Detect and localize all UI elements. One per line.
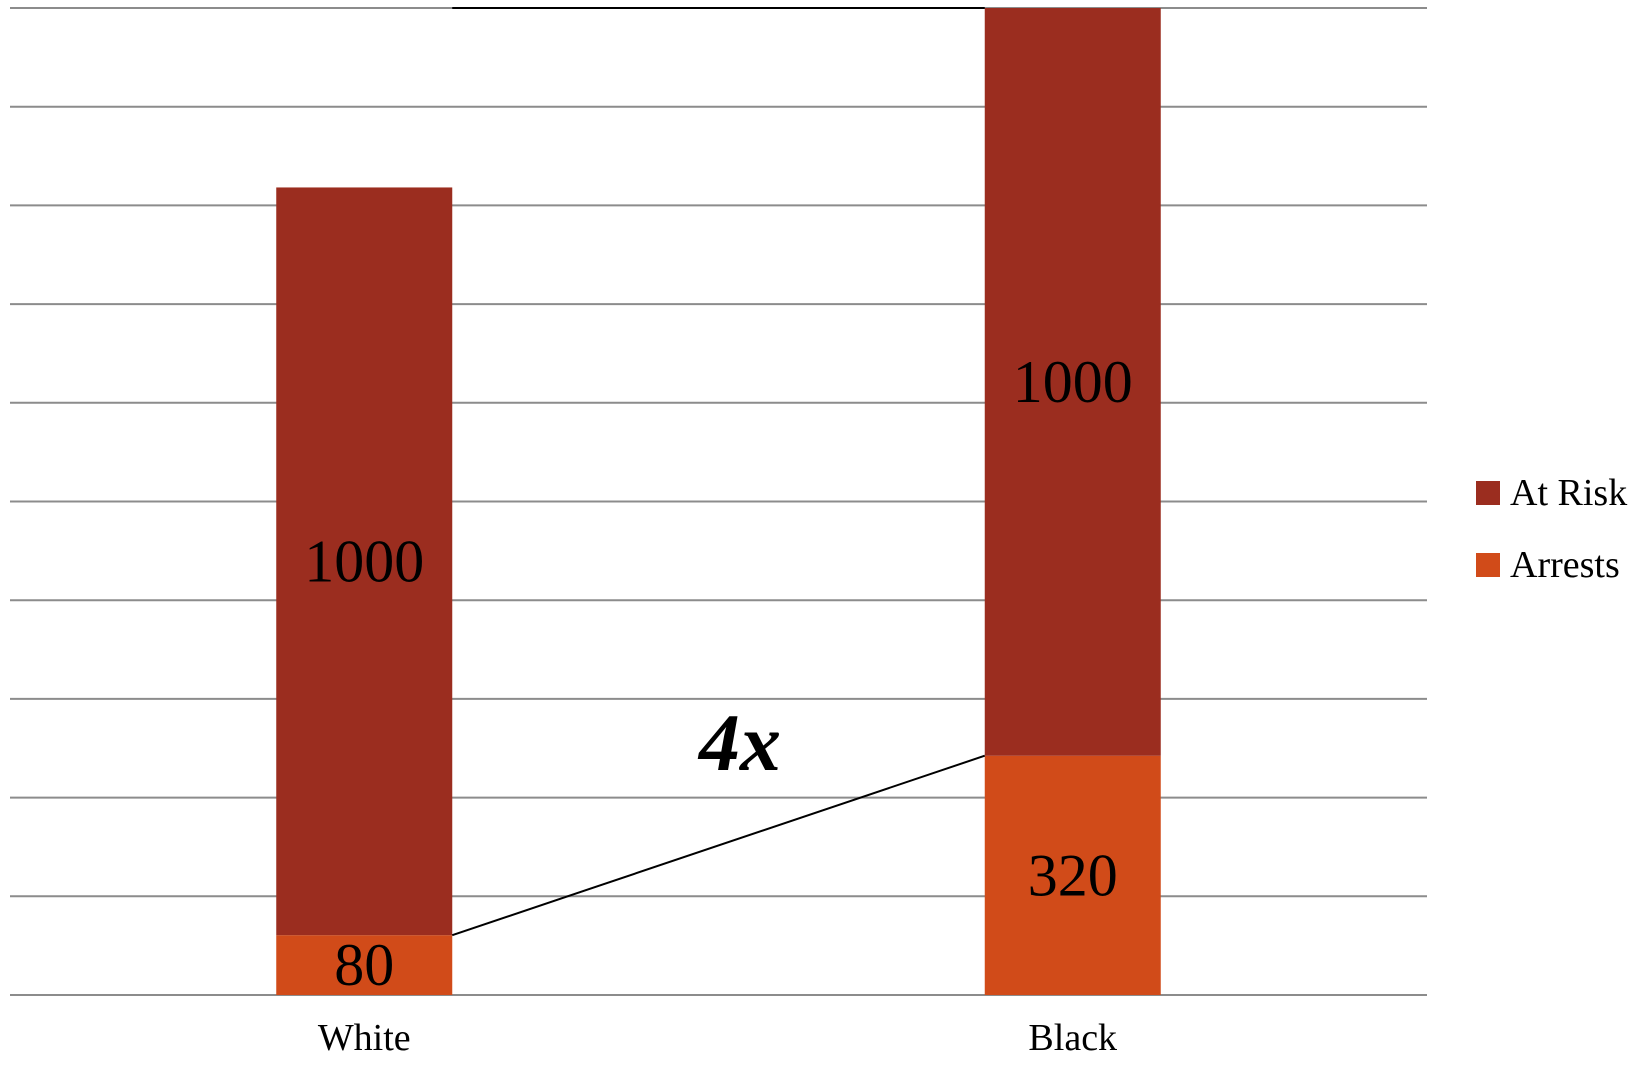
legend-label-arrests: Arrests	[1510, 544, 1620, 586]
annotation: 4x	[451, 7, 986, 937]
gridlines	[10, 7, 1427, 996]
legend-item-at-risk: At Risk	[1476, 474, 1652, 512]
data-label-arrests-black: 320	[1028, 842, 1118, 908]
bar-arrests-black	[984, 755, 1161, 995]
legend-label-at-risk: At Risk	[1510, 472, 1628, 514]
data-label-arrests-white: 80	[334, 932, 394, 998]
bar-arrests-white	[276, 935, 453, 995]
data-labels: 80 1000 320 1000	[304, 349, 1133, 998]
legend-swatch-arrests	[1476, 553, 1500, 577]
bars	[276, 8, 1161, 995]
legend-swatch-at-risk	[1476, 481, 1500, 505]
bar-at-risk-black	[984, 8, 1161, 756]
x-tick-label-white: White	[318, 1017, 411, 1059]
category-axis: White Black	[318, 1017, 1117, 1059]
legend: At Risk Arrests	[1476, 474, 1652, 618]
annotation-label-4x: 4x	[697, 697, 781, 788]
data-label-at-risk-white: 1000	[304, 528, 424, 594]
annotation-connector-line	[451, 754, 986, 937]
x-tick-label-black: Black	[1028, 1017, 1117, 1059]
data-label-at-risk-black: 1000	[1013, 349, 1133, 415]
bar-at-risk-white	[276, 187, 453, 936]
legend-item-arrests: Arrests	[1476, 546, 1652, 584]
